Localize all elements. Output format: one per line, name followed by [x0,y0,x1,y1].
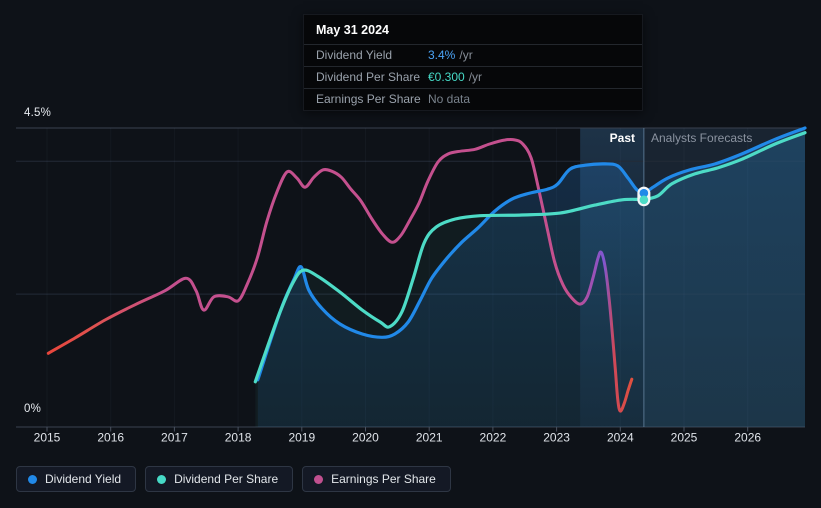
tooltip-value-suffix: /yr [468,70,483,84]
past-region-label: Past [609,131,635,145]
tooltip-label: Dividend Per Share [316,70,421,84]
yield-area-fill [257,128,806,427]
chart-canvas[interactable]: 2015 2016 2017 2018 2019 2020 2021 2022 2023 2024… [0,0,821,455]
tooltip-row-dividend-yield: Dividend Yield 3.4% /yr [304,44,642,66]
x-axis-year-label: 2020 [352,431,379,445]
x-axis-year-label: 2017 [161,431,188,445]
tooltip-label: Earnings Per Share [316,92,421,106]
tooltip-value: 3.4% [428,48,456,62]
x-axis-year-label: 2026 [734,431,761,445]
x-axis-year-label: 2022 [480,431,507,445]
tooltip-value-suffix: /yr [459,48,473,62]
earnings-per-share-line [46,137,634,413]
x-axis-year-label: 2015 [34,431,61,445]
series-dot-icon [157,474,167,484]
dividend-yield-marker-dot [639,188,649,198]
y-axis-max-label: 4.5% [24,107,52,119]
chart-legend: Dividend Yield Dividend Per Share Earnin… [16,466,451,492]
tooltip-row-dividend-per-share: Dividend Per Share €0.300 /yr [304,66,642,88]
dividend-per-share-line [253,131,807,384]
tooltip-value: No data [428,92,471,106]
forecast-region-label: Analysts Forecasts [651,131,753,145]
series-dot-icon [28,474,37,484]
legend-item-dividend-per-share[interactable]: Dividend Per Share [145,466,294,492]
x-axis-year-label: 2024 [607,431,634,445]
dividend-yield-line [256,126,807,382]
legend-item-dividend-yield[interactable]: Dividend Yield [16,466,137,492]
x-axis-year-label: 2016 [97,431,124,445]
legend-label: Earnings Per Share [331,472,436,486]
y-axis-min-label: 0% [24,403,42,415]
legend-item-earnings-per-share[interactable]: Earnings Per Share [302,466,451,492]
x-axis-year-label: 2021 [416,431,443,445]
x-axis-year-label: 2025 [671,431,698,445]
x-axis-year-label: 2023 [543,431,570,445]
tooltip-row-earnings-per-share: Earnings Per Share No data [304,88,642,110]
chart-tooltip: May 31 2024 Dividend Yield 3.4% /yr Divi… [303,14,643,111]
legend-label: Dividend Yield [45,472,122,486]
x-axis-year-label: 2019 [288,431,315,445]
tooltip-value: €0.300 [428,70,465,84]
tooltip-label: Dividend Yield [316,48,393,62]
series-dot-icon [314,474,324,484]
tooltip-date: May 31 2024 [316,23,389,37]
dividend-per-share-marker-dot [639,195,649,205]
legend-label: Dividend Per Share [174,472,279,486]
x-axis-year-label: 2018 [225,431,252,445]
